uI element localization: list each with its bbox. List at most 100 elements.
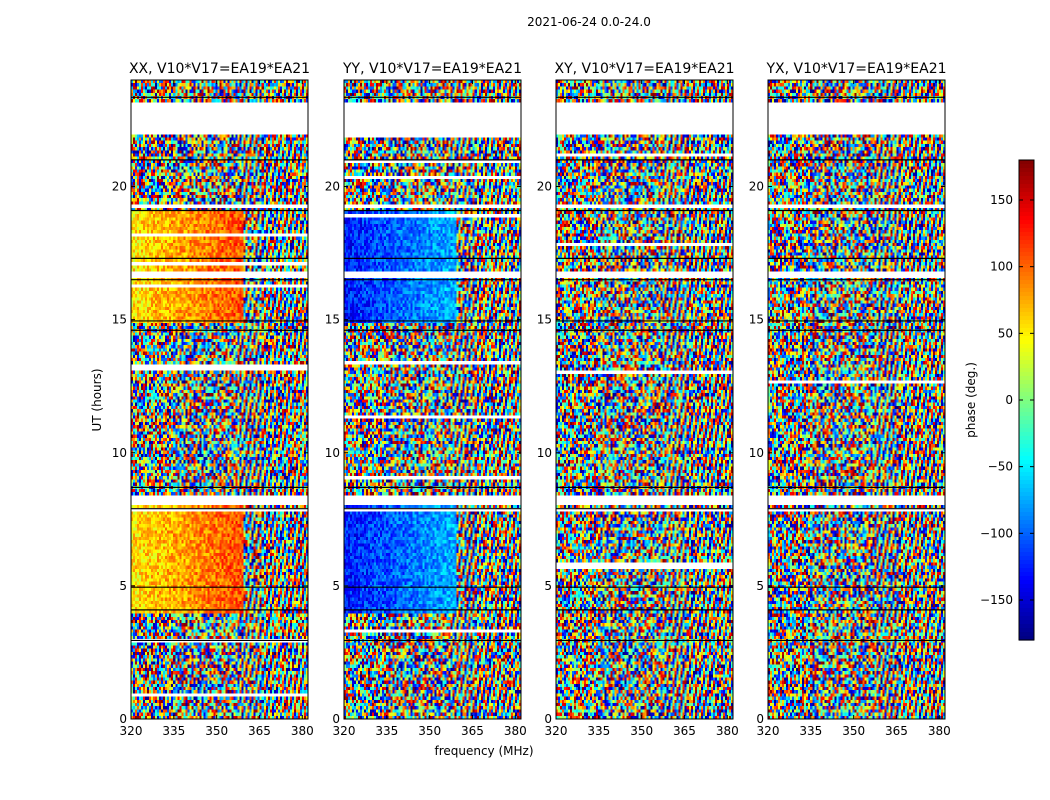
y-tick-label: 10 [112, 446, 127, 460]
colorbar-segment [1019, 308, 1034, 313]
colorbar-segment [1019, 428, 1034, 433]
x-tick-label: 380 [504, 724, 527, 738]
x-tick-label: 365 [673, 724, 696, 738]
panel-title: YY, V10*V17=EA19*EA21 [342, 61, 522, 77]
colorbar-segment [1019, 168, 1034, 173]
colorbar-segment [1019, 228, 1034, 233]
colorbar-segment [1019, 328, 1034, 333]
colorbar-segment [1019, 332, 1034, 337]
y-tick-label: 10 [325, 446, 340, 460]
colorbar-segment [1019, 348, 1034, 353]
x-tick-label: 320 [757, 724, 780, 738]
colorbar-segment [1019, 452, 1034, 457]
colorbar-segment [1019, 636, 1034, 641]
axes-frame [130, 79, 309, 720]
colorbar-segment [1019, 532, 1034, 537]
colorbar-tick-label: 100 [990, 260, 1013, 274]
y-tick-label: 0 [544, 712, 552, 726]
colorbar-segment [1019, 576, 1034, 581]
colorbar-segment [1019, 552, 1034, 557]
colorbar-segment [1019, 252, 1034, 257]
colorbar-segment [1019, 400, 1034, 405]
colorbar-segment [1019, 476, 1034, 481]
colorbar-tick-label: 0 [1005, 393, 1013, 407]
colorbar-segment [1019, 488, 1034, 493]
axes-frame [343, 79, 522, 720]
y-tick-label: 0 [756, 712, 764, 726]
colorbar-segment [1019, 364, 1034, 369]
colorbar-segment [1019, 172, 1034, 177]
colorbar-segment [1019, 192, 1034, 197]
colorbar-segment [1019, 460, 1034, 465]
colorbar-segment [1019, 404, 1034, 409]
colorbar-segment [1019, 212, 1034, 217]
x-tick-label: 365 [885, 724, 908, 738]
panel-title: XX, V10*V17=EA19*EA21 [129, 61, 310, 77]
y-tick-label: 15 [112, 313, 127, 327]
colorbar-segment [1019, 424, 1034, 429]
colorbar-segment [1019, 480, 1034, 485]
colorbar-segment [1019, 176, 1034, 181]
x-tick-label: 335 [587, 724, 610, 738]
colorbar-segment [1019, 160, 1034, 165]
panels-group: XX, V10*V17=EA19*EA21 320 335 350 365 380 0 5 10… [112, 61, 951, 738]
axes-frame [767, 79, 946, 720]
x-tick-label: 335 [799, 724, 822, 738]
colorbar-segment [1019, 612, 1034, 617]
colorbar-segment [1019, 596, 1034, 601]
y-tick-label: 15 [749, 313, 764, 327]
colorbar-segment [1019, 368, 1034, 373]
panel-xx: XX, V10*V17=EA19*EA21 320 335 350 365 380 0 5 10… [112, 61, 314, 738]
colorbar-segment [1019, 440, 1034, 445]
colorbar-segment [1019, 496, 1034, 501]
colorbar-segment [1019, 292, 1034, 297]
colorbar-segment [1019, 512, 1034, 517]
colorbar-segment [1019, 392, 1034, 397]
colorbar-segment [1019, 580, 1034, 585]
colorbar-segment [1019, 588, 1034, 593]
colorbar-segment [1019, 208, 1034, 213]
colorbar-segment [1019, 200, 1034, 205]
colorbar-segment [1019, 196, 1034, 201]
colorbar-segment [1019, 564, 1034, 569]
colorbar-segment [1019, 296, 1034, 301]
y-tick-label: 5 [544, 579, 552, 593]
colorbar-segment [1019, 352, 1034, 357]
colorbar-segment [1019, 608, 1034, 613]
colorbar-segment [1019, 492, 1034, 497]
colorbar-segment [1019, 592, 1034, 597]
panel-xy: XY, V10*V17=EA19*EA21 320 335 350 365 380 0 5 10… [537, 61, 739, 738]
colorbar-segment [1019, 180, 1034, 185]
colorbar-segment [1019, 504, 1034, 509]
panel-title: YX, V10*V17=EA19*EA21 [765, 61, 946, 77]
colorbar-segment [1019, 320, 1034, 325]
colorbar-segment [1019, 604, 1034, 609]
panel-title: XY, V10*V17=EA19*EA21 [554, 61, 734, 77]
x-tick-label: 320 [120, 724, 143, 738]
colorbar-segment [1019, 448, 1034, 453]
colorbar-segment [1019, 544, 1034, 549]
colorbar-segment [1019, 204, 1034, 209]
x-tick-label: 320 [545, 724, 568, 738]
colorbar-segment [1019, 456, 1034, 461]
x-tick-label: 335 [375, 724, 398, 738]
colorbar-segment [1019, 516, 1034, 521]
colorbar-tick-label: 150 [990, 193, 1013, 207]
colorbar-segment [1019, 624, 1034, 629]
heatmap-image [556, 80, 733, 719]
colorbar-segment [1019, 268, 1034, 273]
colorbar-segment [1019, 584, 1034, 589]
colorbar-segment [1019, 412, 1034, 417]
colorbar-segment [1019, 164, 1034, 169]
colorbar-segment [1019, 632, 1034, 637]
colorbar-segment [1019, 384, 1034, 389]
colorbar-segment [1019, 560, 1034, 565]
colorbar-segment [1019, 568, 1034, 573]
colorbar-segment [1019, 388, 1034, 393]
colorbar-segment [1019, 272, 1034, 277]
colorbar-segment [1019, 436, 1034, 441]
colorbar-tick-label: −100 [980, 526, 1013, 540]
x-tick-label: 350 [418, 724, 441, 738]
colorbar: 150 100 50 0 −50 −100 −150 [980, 159, 1035, 641]
